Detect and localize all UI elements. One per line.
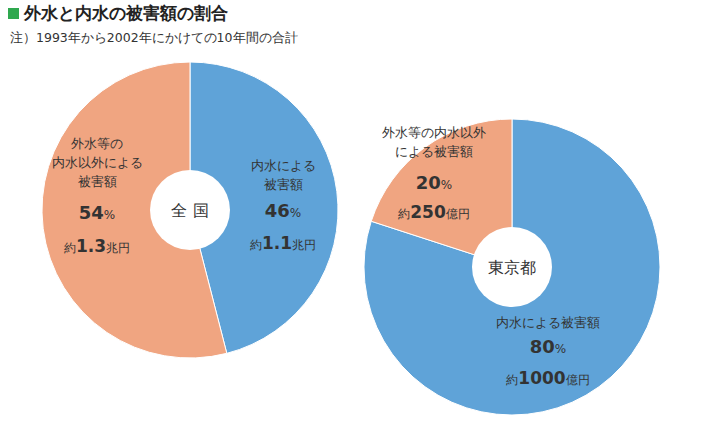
- amount-unit: 兆円: [292, 238, 316, 252]
- category-label: 内水による被害額: [251, 158, 316, 192]
- value-number: 46: [265, 200, 290, 221]
- chart-title: 東京都: [488, 258, 536, 277]
- amount-label: 約250億円: [398, 202, 470, 222]
- amount-prefix: 約: [250, 238, 262, 252]
- amount-label: 約1.3兆円: [64, 236, 130, 256]
- label-line: 内水による被害額: [496, 315, 600, 330]
- category-label: 外水等の内水以外による被害額: [382, 125, 486, 159]
- amount-label: 約1000億円: [506, 368, 589, 388]
- amount-prefix: 約: [64, 241, 76, 255]
- value-label: 20%: [416, 172, 452, 193]
- chart-svg: 外水と内水の被害額の割合注）1993年から2002年にかけての10年間の合計全 …: [0, 0, 707, 438]
- center-hole: [472, 227, 552, 307]
- value-number: 20: [416, 172, 441, 193]
- label-line: による被害額: [395, 144, 473, 159]
- note: 注）1993年から2002年にかけての10年間の合計: [10, 30, 298, 45]
- value-unit: %: [104, 208, 115, 222]
- amount-number: 250: [410, 202, 446, 222]
- amount-unit: 億円: [446, 207, 470, 221]
- value-unit: %: [555, 342, 566, 356]
- label-line: 外水等の内水以外: [382, 125, 486, 140]
- value-unit: %: [441, 178, 452, 192]
- amount-prefix: 約: [506, 373, 518, 387]
- value-number: 80: [530, 336, 555, 357]
- amount-number: 1.1: [262, 233, 292, 253]
- pie-slice: [42, 62, 227, 358]
- amount-number: 1000: [518, 368, 565, 388]
- value-number: 54: [79, 202, 104, 223]
- center-hole: [150, 170, 230, 250]
- amount-number: 1.3: [76, 236, 106, 256]
- pie-chart: 全 国内水による被害額46%約1.1兆円外水等の内水以外による被害額54%約1.…: [42, 62, 338, 358]
- label-line: 被害額: [78, 174, 117, 189]
- value-label: 46%: [265, 200, 301, 221]
- label-line: 外水等の: [71, 136, 123, 151]
- pie-chart: 東京都内水による被害額80%約1000億円外水等の内水以外による被害額20%約2…: [364, 119, 660, 415]
- chart-root: 外水と内水の被害額の割合注）1993年から2002年にかけての10年間の合計全 …: [0, 0, 707, 438]
- value-unit: %: [290, 206, 301, 220]
- amount-label: 約1.1兆円: [250, 233, 316, 253]
- amount-unit: 兆円: [106, 241, 130, 255]
- label-line: 内水以外による: [52, 155, 143, 170]
- category-label: 外水等の内水以外による被害額: [52, 136, 143, 189]
- pie-slice: [364, 119, 660, 415]
- amount-prefix: 約: [398, 207, 410, 221]
- chart-title: 全 国: [171, 201, 208, 220]
- value-label: 54%: [79, 202, 115, 223]
- title: 外水と内水の被害額の割合: [23, 3, 228, 23]
- label-line: 内水による: [251, 158, 316, 173]
- value-label: 80%: [530, 336, 566, 357]
- label-line: 被害額: [264, 177, 303, 192]
- amount-unit: 億円: [566, 373, 590, 387]
- title-marker: [8, 8, 19, 19]
- category-label: 内水による被害額: [496, 315, 600, 330]
